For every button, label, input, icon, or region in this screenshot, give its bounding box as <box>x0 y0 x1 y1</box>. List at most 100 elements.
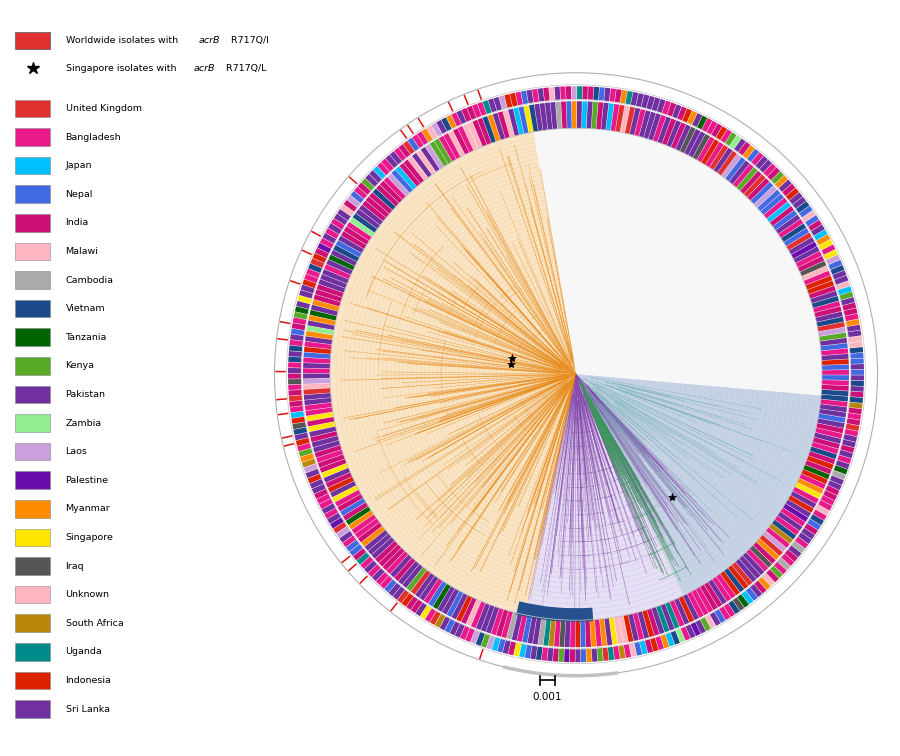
Text: Uganda: Uganda <box>66 647 103 656</box>
Wedge shape <box>302 459 316 467</box>
Wedge shape <box>715 609 725 623</box>
Wedge shape <box>609 88 617 102</box>
Wedge shape <box>305 403 332 411</box>
Wedge shape <box>658 116 671 144</box>
Wedge shape <box>822 359 849 365</box>
Bar <box>15 243 50 260</box>
Bar <box>15 214 50 231</box>
Wedge shape <box>788 495 814 513</box>
Wedge shape <box>782 184 796 196</box>
Bar <box>15 700 50 718</box>
Wedge shape <box>832 470 846 480</box>
Bar <box>15 586 50 603</box>
Wedge shape <box>809 286 836 299</box>
Wedge shape <box>303 363 330 368</box>
Wedge shape <box>750 584 762 597</box>
Wedge shape <box>762 573 775 586</box>
Bar <box>15 271 50 289</box>
Wedge shape <box>803 465 830 479</box>
Wedge shape <box>424 578 443 603</box>
Wedge shape <box>754 581 767 593</box>
Wedge shape <box>315 445 342 457</box>
Wedge shape <box>792 541 805 553</box>
Wedge shape <box>435 614 446 627</box>
Wedge shape <box>704 582 723 607</box>
Wedge shape <box>368 565 381 577</box>
Wedge shape <box>824 249 838 259</box>
Wedge shape <box>850 342 863 348</box>
Wedge shape <box>613 646 620 659</box>
Wedge shape <box>392 170 413 193</box>
Wedge shape <box>799 474 825 489</box>
Wedge shape <box>549 619 556 646</box>
Bar <box>15 32 50 49</box>
Wedge shape <box>796 201 809 213</box>
Wedge shape <box>537 88 544 101</box>
Wedge shape <box>503 110 515 137</box>
Wedge shape <box>641 94 649 108</box>
Wedge shape <box>365 197 390 218</box>
Wedge shape <box>310 259 324 268</box>
Wedge shape <box>554 87 561 100</box>
Wedge shape <box>299 448 312 457</box>
Text: R717Q/L: R717Q/L <box>223 64 266 73</box>
Wedge shape <box>320 459 346 472</box>
Wedge shape <box>372 569 384 581</box>
Wedge shape <box>397 590 410 603</box>
Wedge shape <box>362 200 386 222</box>
Wedge shape <box>812 296 839 308</box>
Wedge shape <box>330 481 356 497</box>
Wedge shape <box>850 386 864 392</box>
Wedge shape <box>514 643 521 656</box>
Wedge shape <box>292 323 305 330</box>
Wedge shape <box>821 389 849 396</box>
Wedge shape <box>491 608 504 635</box>
Wedge shape <box>377 163 390 175</box>
Wedge shape <box>324 468 350 482</box>
Wedge shape <box>844 429 859 436</box>
Wedge shape <box>708 579 727 605</box>
Text: Nepal: Nepal <box>66 190 93 199</box>
Wedge shape <box>585 620 591 647</box>
Wedge shape <box>717 151 737 175</box>
Wedge shape <box>822 380 849 386</box>
Wedge shape <box>331 218 345 230</box>
Wedge shape <box>674 598 689 624</box>
Wedge shape <box>652 115 666 142</box>
Wedge shape <box>356 553 370 565</box>
Wedge shape <box>392 587 405 600</box>
Wedge shape <box>429 141 448 166</box>
Wedge shape <box>425 609 436 622</box>
Wedge shape <box>665 602 680 629</box>
Wedge shape <box>349 218 374 237</box>
Wedge shape <box>310 305 338 316</box>
Wedge shape <box>735 559 757 582</box>
Wedge shape <box>340 498 365 516</box>
Wedge shape <box>686 624 696 638</box>
Wedge shape <box>760 160 772 172</box>
Wedge shape <box>843 434 857 442</box>
Wedge shape <box>630 108 640 135</box>
Wedge shape <box>746 549 769 572</box>
Wedge shape <box>410 600 422 613</box>
Wedge shape <box>289 395 302 401</box>
Wedge shape <box>625 107 635 134</box>
Wedge shape <box>458 126 473 153</box>
Wedge shape <box>834 466 848 475</box>
Wedge shape <box>292 417 305 424</box>
Wedge shape <box>725 157 745 181</box>
Wedge shape <box>832 270 846 280</box>
Wedge shape <box>513 107 524 135</box>
Wedge shape <box>802 210 815 222</box>
Wedge shape <box>730 135 742 149</box>
Wedge shape <box>372 538 395 559</box>
Wedge shape <box>570 649 575 662</box>
Wedge shape <box>702 118 712 132</box>
Wedge shape <box>439 136 456 162</box>
Wedge shape <box>304 342 332 349</box>
Wedge shape <box>813 301 841 313</box>
Wedge shape <box>298 296 311 304</box>
Wedge shape <box>311 435 339 448</box>
Wedge shape <box>742 145 755 159</box>
Wedge shape <box>434 138 452 164</box>
